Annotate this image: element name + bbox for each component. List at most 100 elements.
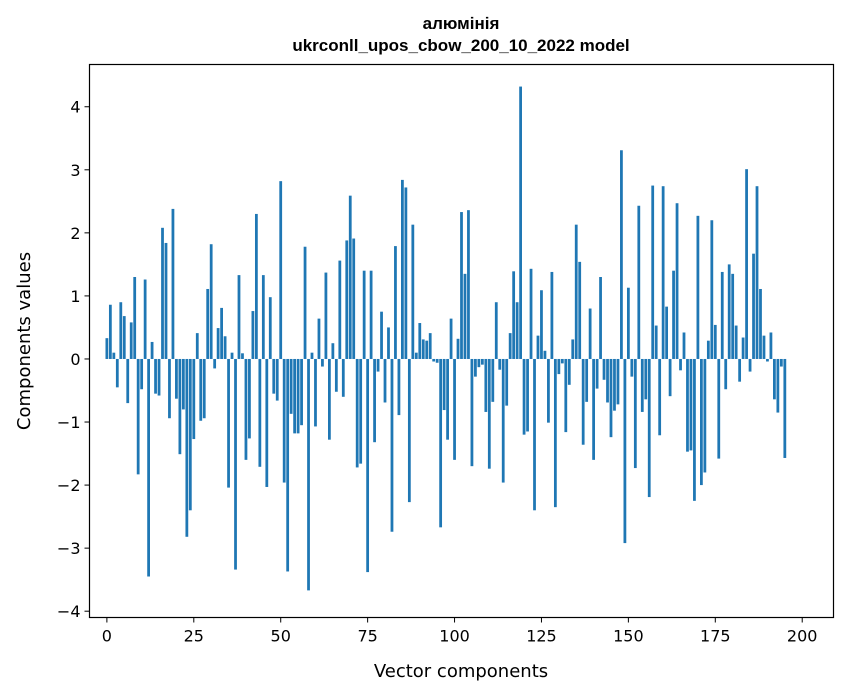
y-axis-label: Components values <box>14 252 35 430</box>
bar <box>355 358 359 468</box>
bar <box>119 302 123 359</box>
bar <box>213 358 217 369</box>
bar <box>529 268 533 359</box>
bar <box>623 358 627 544</box>
bar <box>508 333 512 359</box>
bar <box>171 208 175 359</box>
bar <box>272 358 276 394</box>
bar <box>310 352 314 359</box>
bar <box>616 358 620 405</box>
bar <box>724 358 728 390</box>
bar <box>675 203 679 359</box>
bar <box>390 358 394 532</box>
bar <box>449 318 453 359</box>
bar <box>519 86 522 359</box>
bar <box>752 253 755 359</box>
y-tick-label: −2 <box>57 476 81 495</box>
bar <box>293 358 297 434</box>
x-tick-label: 75 <box>357 627 377 646</box>
bar <box>526 358 529 432</box>
bar <box>418 323 422 359</box>
y-tick-label: −1 <box>57 413 81 432</box>
bar <box>178 358 182 455</box>
bar <box>484 358 488 412</box>
bar <box>581 358 585 445</box>
y-tick-label: 4 <box>70 98 80 117</box>
bar <box>710 220 714 359</box>
x-tick-label: 50 <box>271 627 291 646</box>
bar <box>480 358 484 365</box>
bar <box>105 338 109 359</box>
bar <box>373 358 376 443</box>
bar <box>307 358 310 591</box>
bar <box>286 358 290 572</box>
bar <box>505 358 509 406</box>
bar <box>359 358 363 464</box>
bar <box>129 322 133 359</box>
bar <box>626 287 630 359</box>
bar <box>241 353 244 359</box>
bar <box>303 246 307 359</box>
bar <box>112 352 116 359</box>
bar <box>783 358 787 458</box>
x-tick-label: 175 <box>700 627 731 646</box>
y-tick-label: −4 <box>57 602 81 621</box>
bar <box>133 277 137 359</box>
bar <box>682 332 686 359</box>
bar <box>237 275 241 359</box>
bar <box>686 358 689 452</box>
bar <box>414 352 418 359</box>
bar <box>588 308 592 359</box>
bar <box>658 358 662 436</box>
bar <box>463 273 467 359</box>
bar <box>755 186 759 359</box>
bar <box>501 358 505 483</box>
bar <box>279 181 283 359</box>
bar <box>494 302 498 359</box>
bar <box>321 358 324 367</box>
bar <box>470 358 474 467</box>
bar <box>192 358 196 440</box>
bar <box>578 261 582 359</box>
bar <box>498 358 502 370</box>
bar <box>428 333 432 359</box>
bar <box>727 264 731 359</box>
bar <box>679 358 682 371</box>
bar <box>352 238 356 359</box>
bar <box>202 358 206 419</box>
bar <box>491 358 495 402</box>
bar <box>665 306 669 359</box>
bar <box>394 246 397 359</box>
bar <box>324 272 328 359</box>
bar <box>345 240 349 359</box>
bar <box>206 288 210 359</box>
bar <box>748 358 752 372</box>
bar <box>630 358 634 377</box>
bar <box>227 358 230 488</box>
bar <box>734 325 738 359</box>
bar <box>731 273 735 359</box>
bar <box>602 358 606 380</box>
bar <box>738 358 742 382</box>
bar <box>296 358 300 434</box>
bar <box>369 270 373 359</box>
bar <box>282 358 286 483</box>
bar <box>338 260 342 359</box>
x-tick-label: 150 <box>613 627 644 646</box>
bar <box>397 358 401 416</box>
bar <box>122 316 126 359</box>
bar <box>741 337 745 359</box>
bar <box>383 358 387 403</box>
bar <box>161 227 164 359</box>
bar <box>300 358 303 426</box>
bar <box>181 358 185 410</box>
bar <box>380 311 383 359</box>
bar <box>779 358 783 367</box>
bar <box>533 358 536 511</box>
bar <box>654 325 658 359</box>
bar <box>248 358 251 439</box>
bar <box>644 358 648 400</box>
bar <box>474 358 477 377</box>
bar <box>275 358 279 401</box>
bar <box>647 358 651 498</box>
